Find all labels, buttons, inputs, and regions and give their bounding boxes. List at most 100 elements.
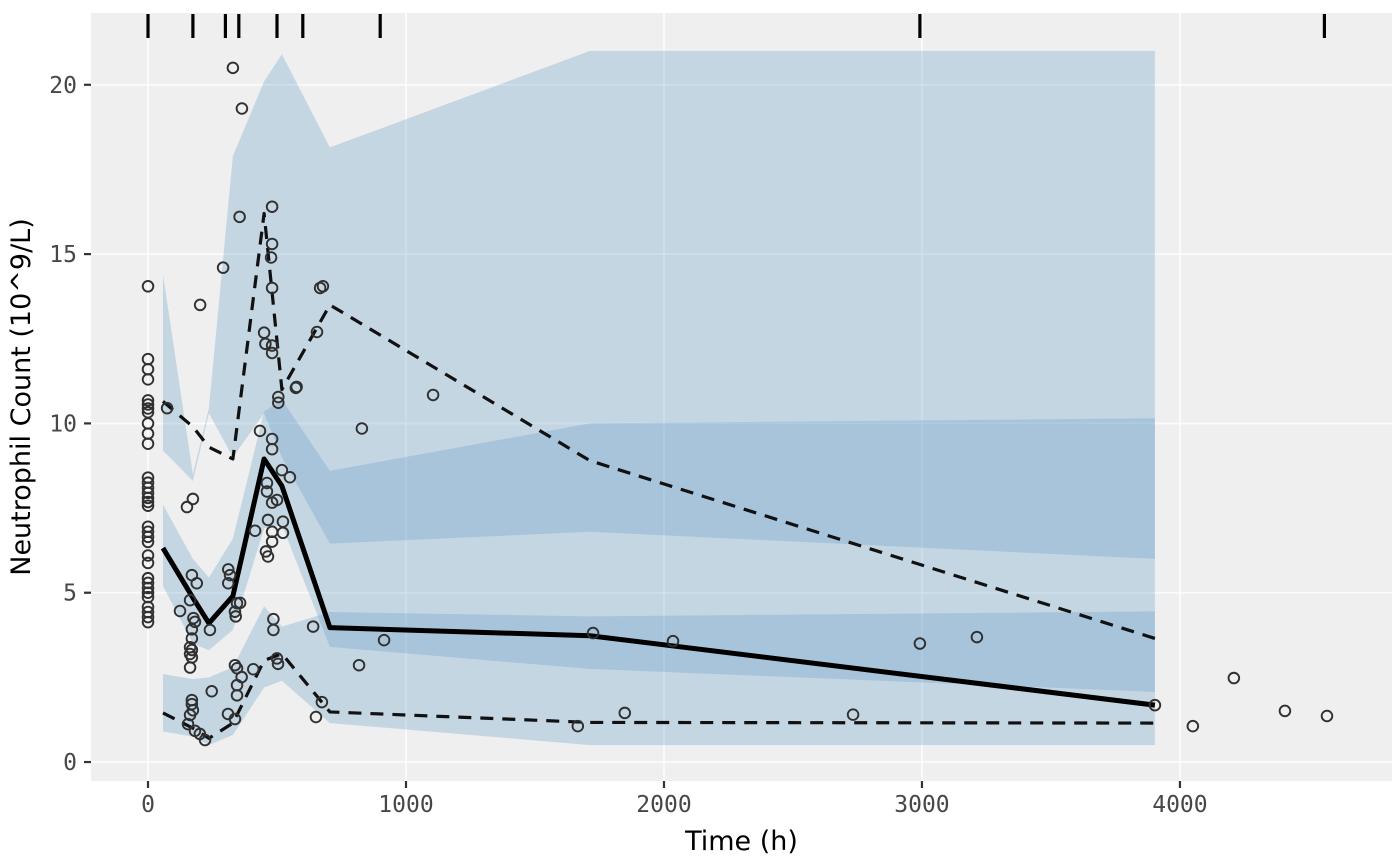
observation-point: [377, 633, 391, 647]
y-axis-tick-label: 10: [49, 411, 77, 437]
observation-point: [267, 623, 280, 637]
x-axis-tick-label: 3000: [894, 792, 949, 818]
observation-point: [426, 388, 440, 402]
observation-point: [141, 437, 155, 450]
ribbon-sim-ci-5th-percentile: [162, 606, 1155, 746]
observation-point: [221, 576, 235, 590]
observation-point: [586, 626, 600, 640]
observation-point: [173, 604, 187, 618]
observation-point: [265, 200, 279, 213]
observation-point: [229, 610, 242, 623]
observation-point: [265, 237, 279, 251]
observation-point: [190, 576, 204, 590]
x-axis-tick-label: 1000: [378, 792, 433, 818]
observation-point: [248, 524, 262, 538]
observation-point: [306, 620, 320, 633]
observation-point: [198, 733, 212, 747]
observation-point: [141, 535, 155, 549]
observation-point: [141, 486, 155, 500]
observation-point: [233, 596, 247, 610]
observation-point: [141, 581, 155, 595]
observation-point: [265, 442, 279, 456]
y-axis-title: Neutrophil Count (10^9/L): [6, 218, 37, 576]
line-observed-95th-percentile: [161, 211, 1156, 640]
observation-point: [1227, 671, 1241, 685]
observation-point: [265, 281, 279, 295]
observation-point: [141, 615, 155, 629]
observation-point: [141, 394, 155, 407]
observation-point: [276, 526, 290, 540]
observation-point: [193, 298, 207, 312]
x-axis-tick-label: 0: [141, 792, 155, 818]
observation-point: [571, 719, 585, 733]
observation-point: [846, 708, 860, 721]
ribbon-sim-ci-95th-percentile: [162, 50, 1155, 559]
observation-point: [666, 634, 680, 648]
observation-point: [261, 513, 275, 527]
observation-point: [185, 697, 199, 711]
x-axis-title: Time (h): [684, 826, 798, 857]
observation-point: [290, 380, 303, 394]
observation-point: [271, 657, 285, 671]
observation-point: [223, 568, 237, 582]
observation-point: [315, 695, 329, 709]
observation-point: [141, 495, 155, 509]
observation-point: [272, 390, 285, 404]
observation-point: [141, 499, 155, 512]
observation-point: [180, 500, 194, 514]
observation-point: [186, 492, 200, 506]
observation-point: [265, 535, 279, 548]
observation-point: [283, 471, 297, 484]
observation-point: [272, 396, 285, 410]
observation-point: [970, 630, 984, 644]
observation-point: [185, 651, 199, 664]
x-axis-tick-label: 2000: [636, 792, 691, 818]
line-observed-5th-percentile: [162, 652, 1155, 740]
observation-point: [259, 337, 272, 351]
observation-point: [265, 346, 279, 360]
observation-point: [247, 663, 260, 676]
observation-point: [160, 401, 174, 415]
ribbon-sim-ci-median: [162, 399, 1155, 692]
observation-point: [205, 685, 218, 698]
y-axis-tick-label: 0: [63, 750, 77, 776]
observation-point: [141, 556, 155, 570]
observation-point: [203, 623, 217, 637]
observation-point: [141, 549, 155, 562]
observation-point: [264, 251, 278, 264]
observation-point: [216, 261, 230, 274]
observation-point: [270, 652, 284, 665]
observation-point: [316, 280, 330, 293]
observation-point: [233, 210, 246, 224]
observation-point: [618, 706, 632, 720]
observation-point: [1278, 704, 1292, 718]
line-observed-median: [160, 456, 1156, 708]
observation-point: [265, 339, 279, 352]
observation-point: [221, 563, 235, 576]
observation-point: [141, 402, 155, 415]
observation-point: [270, 493, 284, 507]
observation-point: [1148, 698, 1162, 712]
observation-point: [185, 643, 199, 657]
observation-point: [226, 61, 240, 75]
observation-point: [310, 325, 324, 339]
observation-point: [261, 550, 275, 563]
observation-point: [230, 689, 244, 702]
observation-point: [253, 424, 267, 438]
observation-point: [141, 610, 155, 624]
observation-point: [183, 593, 197, 607]
observation-point: [188, 615, 202, 629]
observation-point: [141, 586, 155, 599]
y-axis-tick-label: 20: [49, 73, 77, 99]
observation-point: [275, 463, 289, 477]
y-axis-tick-label: 5: [63, 581, 77, 607]
observation-point: [228, 712, 242, 726]
observation-point: [1320, 709, 1334, 723]
observation-point: [352, 658, 366, 672]
observation-point: [235, 102, 249, 115]
observation-point: [186, 703, 200, 717]
observation-point: [141, 530, 155, 544]
observation-point: [1186, 719, 1200, 733]
observation-point: [260, 485, 274, 498]
